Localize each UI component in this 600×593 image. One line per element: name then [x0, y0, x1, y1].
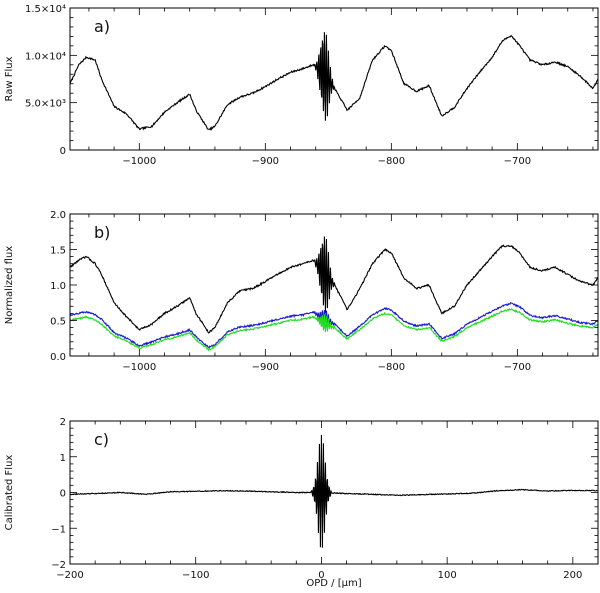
series-line-1-0	[70, 236, 598, 334]
y-axis-title: Raw Flux	[4, 56, 15, 101]
y-tick-label: 0	[60, 146, 66, 157]
y-tick-label: 0	[60, 489, 66, 500]
x-tick-label: 100	[438, 570, 457, 581]
panel-2: −200 −100 0 100 200 −2 −1 0 1 2 Calibrated Flux OPD…	[4, 417, 599, 589]
panel-label: a)	[94, 17, 110, 36]
series-line-1-2	[70, 308, 598, 352]
y-tick-label: −2	[51, 560, 66, 571]
x-tick-label: 0	[318, 570, 324, 581]
plot-frame	[69, 7, 599, 151]
x-tick-label: −700	[504, 156, 531, 167]
series-line-1-1	[70, 302, 598, 349]
y-tick-label: 5.0×10³	[25, 99, 66, 110]
y-tick-label: −1	[51, 524, 66, 535]
series-line-0-0	[70, 32, 598, 131]
y-axis-title: Normalized flux	[4, 246, 15, 325]
y-tick-label: 2.0	[50, 210, 66, 221]
x-tick-label: −800	[378, 362, 405, 373]
x-axis-title: OPD / [μm]	[306, 578, 361, 589]
y-tick-label: 1.0	[50, 281, 66, 292]
x-tick-label: −100	[182, 570, 209, 581]
x-tick-label: −200	[56, 570, 83, 581]
x-tick-label: −800	[378, 156, 405, 167]
x-tick-label: −1000	[122, 362, 156, 373]
x-tick-label: 200	[563, 570, 582, 581]
y-tick-label: 1	[60, 453, 66, 464]
panel-label: c)	[94, 430, 109, 449]
y-tick-label: 1.5	[50, 246, 66, 257]
x-tick-label: −900	[252, 362, 279, 373]
series-line-2-0	[70, 434, 598, 548]
x-tick-label: −700	[504, 362, 531, 373]
panel-1: −1000 −900 −800 −700 0.0 0.5 1.0 1.5 2.0 Normaliz…	[4, 210, 599, 373]
y-tick-label: 2	[60, 417, 66, 428]
y-tick-label: 1.0×10⁴	[25, 51, 66, 62]
x-tick-label: −1000	[122, 156, 156, 167]
y-axis-title: Calibrated Flux	[4, 455, 15, 531]
y-tick-label: 0.0	[50, 352, 66, 363]
x-tick-label: −900	[252, 156, 279, 167]
panel-0: −1000 −900 −800 −700 0 5.0×10³ 1.0×10⁴ 1.5×10⁴ R…	[4, 4, 599, 167]
y-tick-label: 1.5×10⁴	[25, 4, 66, 15]
y-tick-label: 0.5	[50, 317, 66, 328]
panel-label: b)	[94, 223, 110, 242]
